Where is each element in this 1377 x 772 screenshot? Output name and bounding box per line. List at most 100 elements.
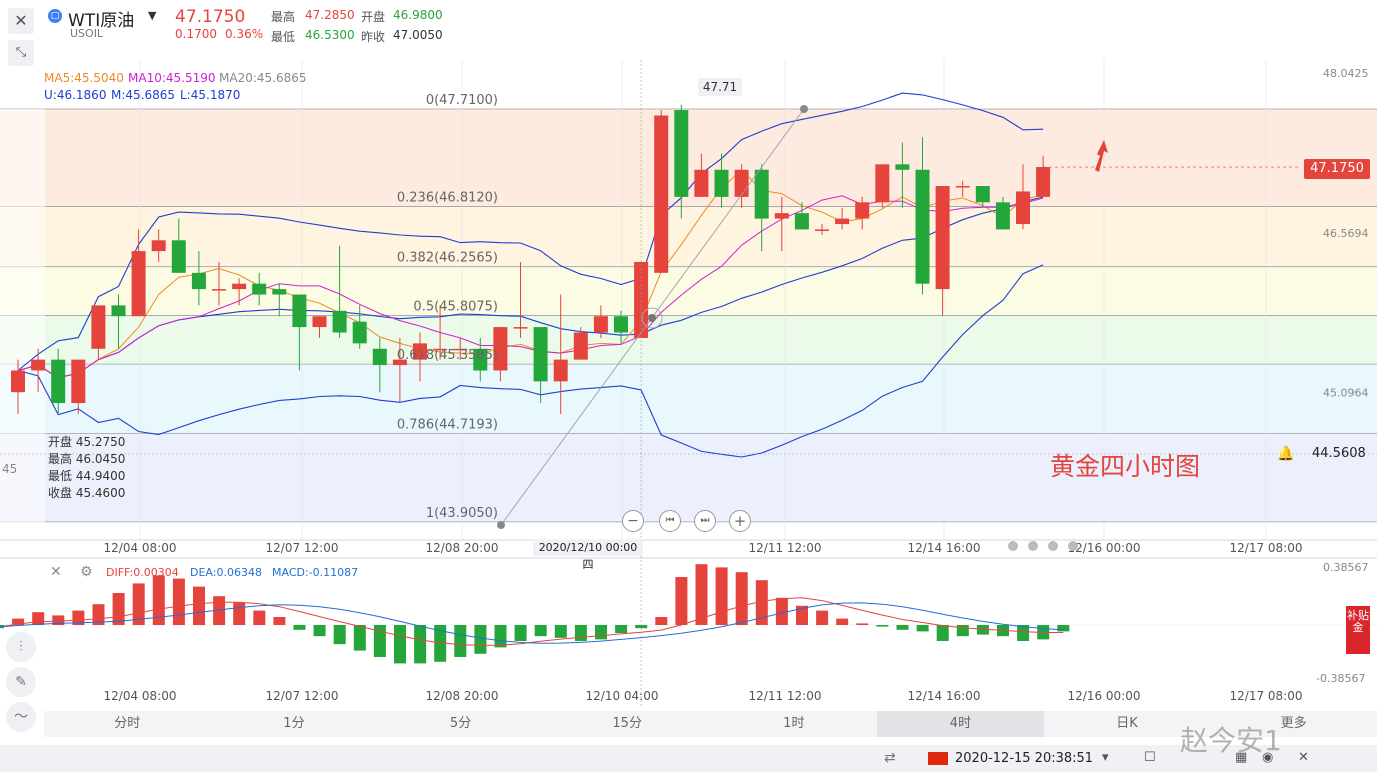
link-icon[interactable]: ⇄ xyxy=(884,750,896,766)
macd-bar xyxy=(936,625,949,641)
macd-bar xyxy=(655,617,668,625)
fib-band xyxy=(0,109,1377,207)
interval-tab[interactable]: 1时 xyxy=(783,716,805,731)
macd-bar xyxy=(896,625,909,630)
candle-body xyxy=(794,213,809,230)
fib-band xyxy=(0,315,1377,365)
chevron-down-icon[interactable]: ▼ xyxy=(148,9,157,22)
candle-body xyxy=(513,327,528,329)
macd-bar xyxy=(494,625,507,648)
x-axis-tick: 12/08 20:00 xyxy=(426,541,499,555)
interval-tab[interactable]: 1分 xyxy=(283,716,305,731)
candle-body xyxy=(131,251,146,317)
draw-pen-icon[interactable]: ✎ xyxy=(6,667,36,697)
bell-icon[interactable]: 🔔 xyxy=(1277,446,1295,462)
candle-body xyxy=(995,202,1010,230)
candle-type-icon[interactable]: ⫶ xyxy=(6,632,36,662)
pager-dot xyxy=(1068,541,1078,551)
ma10-legend: MA10:45.5190 xyxy=(128,71,216,85)
macd-bar xyxy=(956,625,969,637)
pager-dot xyxy=(1048,541,1058,551)
high-label: 最高 xyxy=(271,10,296,24)
message-icon[interactable]: ☐ xyxy=(1144,750,1156,765)
candle-body xyxy=(352,321,367,344)
candle-body xyxy=(855,202,870,219)
scroll-left-icon[interactable]: ⏮ xyxy=(659,510,681,532)
open-value: 46.9800 xyxy=(393,8,443,22)
scroll-right-icon[interactable]: ⏭ xyxy=(694,510,716,532)
side-badge[interactable]: 补贴金 xyxy=(1346,606,1370,654)
candle-body xyxy=(212,289,226,291)
candle-body xyxy=(151,240,166,252)
indicator-icon[interactable]: 〜 xyxy=(6,702,36,732)
macd-bar xyxy=(554,625,567,638)
macd-bar xyxy=(92,604,105,625)
interval-tab[interactable]: 15分 xyxy=(612,716,642,731)
candle-body xyxy=(815,229,829,231)
interval-tab[interactable]: 更多 xyxy=(1280,716,1307,731)
fib-drag-handle xyxy=(641,307,663,329)
macd-bar xyxy=(394,625,406,664)
low-value: 46.5300 xyxy=(305,28,355,42)
macd-settings-icon[interactable]: ⚙ xyxy=(80,564,93,580)
macd-bar xyxy=(976,625,989,635)
crosshair-time: 2020/12/10 00:00 四 xyxy=(533,539,643,571)
fib-anchor-end xyxy=(800,105,808,113)
candle-body xyxy=(674,110,689,197)
macd-x-axis-tick: 12/14 16:00 xyxy=(908,689,981,703)
current-price-tag: 47.1750 xyxy=(1304,159,1370,179)
interval-tab[interactable]: 日K xyxy=(1116,716,1138,731)
interval-tab[interactable]: 5分 xyxy=(449,716,472,731)
candle-body xyxy=(31,359,46,371)
price-change: 0.1700 xyxy=(175,27,217,41)
dropdown-icon[interactable]: ▾ xyxy=(1102,750,1109,765)
candle-body xyxy=(955,186,970,188)
candle-body xyxy=(51,359,66,404)
ohlc-close: 收盘 45.4600 xyxy=(48,486,126,500)
interval-tabs: 分时 1分 5分 15分 1时 4时 日K 更多 xyxy=(44,711,1377,737)
peak-label: 47.71 xyxy=(698,78,742,96)
fib-anchor-start xyxy=(497,521,505,529)
hover-price: 44.5608 xyxy=(1312,446,1366,461)
candle-body xyxy=(935,186,950,290)
candle-body xyxy=(754,169,769,219)
macd-bar xyxy=(293,625,306,630)
layout-icon[interactable]: ▦ xyxy=(1235,750,1248,765)
pager-dot xyxy=(1008,541,1018,551)
left-fade xyxy=(0,109,45,527)
zoom-in-icon[interactable]: + xyxy=(729,510,751,532)
x-axis-tick: 12/17 08:00 xyxy=(1230,541,1303,555)
candle-body xyxy=(252,283,267,295)
macd-value-legend: MACD:-0.11087 xyxy=(272,566,359,579)
interval-tab[interactable]: 分时 xyxy=(114,716,141,731)
camera-icon[interactable]: ◉ xyxy=(1262,750,1274,765)
left-edge-value: 45 xyxy=(2,462,18,476)
candle-body xyxy=(312,316,327,328)
macd-axis-tick: 0.38567 xyxy=(1323,561,1369,574)
macd-dea-line xyxy=(0,602,1064,644)
grid-lines: 48.0425 46.5694 45.0964 12/04 08:00 12/07 12… xyxy=(0,60,1377,559)
macd-bar xyxy=(1017,625,1030,641)
zoom-out-icon[interactable]: − xyxy=(622,510,644,532)
ohlc-open: 开盘 45.2750 xyxy=(48,435,126,449)
candle-body xyxy=(614,316,628,333)
macd-bar xyxy=(675,577,688,625)
macd-close-icon[interactable]: ✕ xyxy=(50,564,62,580)
macd-bar xyxy=(514,625,527,641)
collapse-icon[interactable]: ⤡ xyxy=(8,40,34,66)
ma10-line xyxy=(17,195,1044,379)
symbol-name[interactable]: WTI原油 xyxy=(68,11,135,31)
macd-bar xyxy=(253,610,266,625)
candle-body xyxy=(654,115,669,273)
x-axis-tick: 12/07 12:00 xyxy=(266,541,339,555)
interval-tab[interactable]: 4时 xyxy=(877,711,1044,737)
candle-body xyxy=(573,332,588,360)
macd-bar xyxy=(755,580,768,625)
macd-bar xyxy=(353,625,366,651)
mute-icon[interactable]: ✕ xyxy=(1298,750,1309,765)
macd-bar xyxy=(816,610,829,625)
candle-body xyxy=(11,370,25,393)
candle-body xyxy=(694,169,709,197)
close-icon[interactable]: ✕ xyxy=(8,8,34,34)
